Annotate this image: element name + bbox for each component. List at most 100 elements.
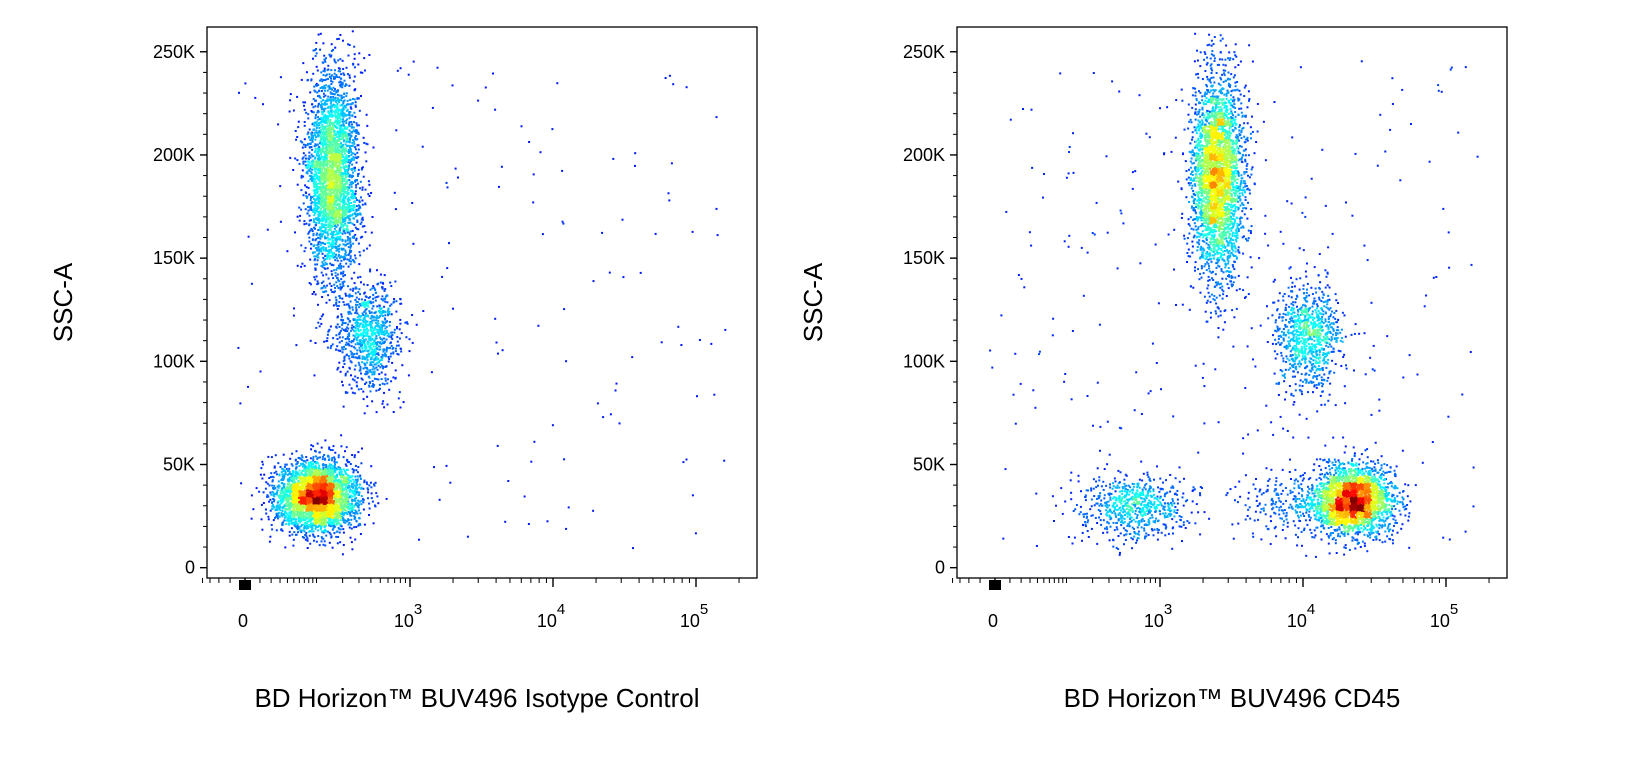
event-dot xyxy=(316,151,319,154)
event-dot xyxy=(354,286,357,289)
event-dot xyxy=(326,255,329,258)
event-dot xyxy=(338,132,341,135)
event-dot xyxy=(381,382,384,385)
event-dot xyxy=(380,364,383,367)
event-dot xyxy=(328,86,331,89)
event-dot xyxy=(330,105,333,108)
event-dot xyxy=(383,337,386,340)
event-dot xyxy=(406,322,409,325)
event-dot xyxy=(367,329,370,332)
x-tick-base: 10 xyxy=(394,611,414,631)
event-dot xyxy=(309,199,312,202)
event-dot xyxy=(330,80,333,83)
event-dot xyxy=(325,220,328,223)
event-dot xyxy=(348,112,351,115)
event-dot xyxy=(332,291,335,294)
event-dot xyxy=(390,341,392,344)
event-dot xyxy=(344,174,347,177)
event-dot xyxy=(313,255,316,258)
event-dot xyxy=(371,373,374,376)
event-dot xyxy=(377,310,380,313)
event-dot xyxy=(340,132,343,134)
event-dot xyxy=(380,332,383,335)
event-dot xyxy=(346,126,349,129)
event-dot xyxy=(302,152,305,155)
event-dot xyxy=(364,151,367,154)
event-dot xyxy=(371,368,374,371)
event-dot xyxy=(384,314,387,317)
event-dot xyxy=(348,218,351,221)
event-dot xyxy=(358,369,361,372)
event-dot xyxy=(357,388,360,391)
event-dot xyxy=(332,99,335,102)
event-dot xyxy=(308,146,311,149)
event-dot xyxy=(261,528,264,531)
event-dot xyxy=(317,236,320,239)
event-dot xyxy=(328,299,331,302)
event-dot xyxy=(355,306,357,309)
event-dot xyxy=(335,253,337,256)
event-dot xyxy=(356,333,359,336)
event-dot xyxy=(340,225,343,228)
event-dot xyxy=(338,336,341,339)
event-dot xyxy=(349,257,352,260)
event-dot xyxy=(343,230,346,233)
event-dot xyxy=(350,131,353,134)
event-dot xyxy=(317,243,320,246)
event-dot xyxy=(314,212,317,214)
event-dot xyxy=(399,298,402,301)
event-dot xyxy=(351,163,354,166)
event-dot xyxy=(350,121,353,123)
event-dot xyxy=(350,205,353,208)
event-dot xyxy=(334,255,337,258)
event-dot xyxy=(343,112,346,115)
event-dot xyxy=(344,85,347,88)
event-dot xyxy=(357,361,360,364)
event-dot xyxy=(335,210,338,213)
event-dot xyxy=(388,358,391,360)
event-dot xyxy=(408,350,411,353)
event-dot xyxy=(342,224,345,226)
event-dot xyxy=(359,206,362,209)
event-dot xyxy=(351,214,354,217)
event-dot xyxy=(332,182,335,185)
event-dot xyxy=(320,100,323,103)
event-dot xyxy=(385,332,388,334)
event-dot xyxy=(338,333,341,336)
event-dot xyxy=(377,378,380,381)
event-dot xyxy=(314,278,317,281)
event-dot xyxy=(322,148,325,151)
event-dot xyxy=(348,76,351,79)
event-dot xyxy=(370,329,373,331)
y-tick-label: 50K xyxy=(163,454,195,474)
event-dot xyxy=(336,139,339,142)
event-dot xyxy=(316,280,319,283)
event-dot xyxy=(308,214,311,217)
event-dot xyxy=(390,380,393,383)
event-dot xyxy=(305,186,308,189)
event-dot xyxy=(312,189,315,192)
event-dot xyxy=(325,144,328,147)
event-dot xyxy=(336,285,339,288)
event-dot xyxy=(347,343,350,346)
event-dot xyxy=(313,195,315,197)
event-dot xyxy=(314,342,317,344)
event-dot xyxy=(364,363,367,366)
event-dot xyxy=(308,231,311,234)
event-dot xyxy=(360,377,363,380)
event-dot xyxy=(336,259,339,262)
event-dot xyxy=(354,180,357,183)
event-dot xyxy=(366,367,368,369)
event-dot xyxy=(332,48,335,51)
event-dot xyxy=(348,158,351,161)
event-dot xyxy=(396,327,398,330)
event-dot xyxy=(358,201,361,203)
event-dot xyxy=(350,196,352,199)
event-dot xyxy=(383,334,386,337)
event-dot xyxy=(330,188,333,191)
event-dot xyxy=(329,205,332,207)
event-dot xyxy=(311,238,314,241)
event-dot xyxy=(342,166,345,169)
event-dot xyxy=(351,259,354,261)
event-dot xyxy=(329,228,332,231)
